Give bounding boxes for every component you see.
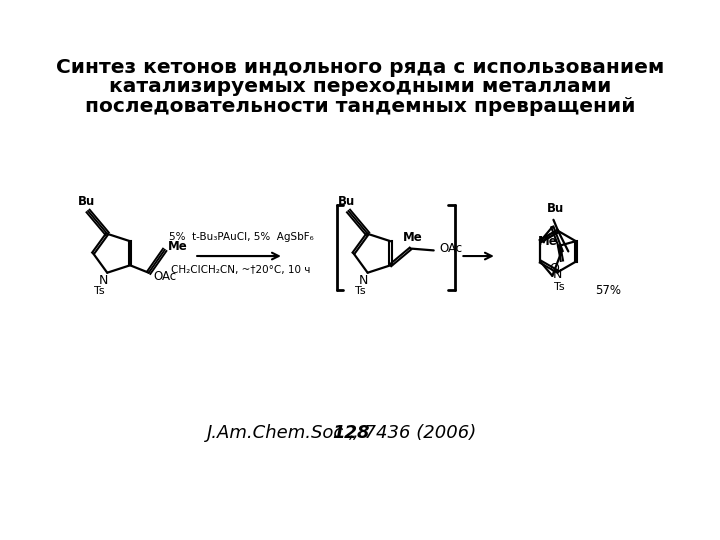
Text: Me: Me [402,231,422,244]
Text: Bu: Bu [546,202,564,215]
Text: Bu: Bu [338,195,355,208]
Text: N: N [359,274,369,287]
Text: Bu: Bu [78,195,95,208]
Text: Синтез кетонов индольного ряда с использованием: Синтез кетонов индольного ряда с использ… [56,58,664,77]
Text: OAc: OAc [439,242,462,255]
Text: Ts: Ts [554,282,565,292]
Text: 128: 128 [332,424,369,442]
Text: Ts: Ts [355,286,366,296]
Text: CH₂ClCH₂CN, ~†20°C, 10 ч: CH₂ClCH₂CN, ~†20°C, 10 ч [171,265,310,275]
Text: OAc: OAc [154,270,177,283]
Text: Ts: Ts [94,286,105,296]
Text: Me: Me [538,235,558,248]
Text: J.Am.Chem.Soc.,: J.Am.Chem.Soc., [207,424,361,442]
Text: N: N [553,267,562,280]
Text: 57%: 57% [595,284,621,297]
Text: 5%  t-Bu₃PAuCl, 5%  AgSbF₆: 5% t-Bu₃PAuCl, 5% AgSbF₆ [168,232,313,242]
Text: последовательности тандемных превращений: последовательности тандемных превращений [85,97,635,116]
Text: катализируемых переходными металлами: катализируемых переходными металлами [109,77,611,97]
Text: N: N [99,274,108,287]
Text: Me: Me [168,240,188,253]
Text: , 7436 (2006): , 7436 (2006) [353,424,476,442]
Text: O: O [549,262,559,275]
